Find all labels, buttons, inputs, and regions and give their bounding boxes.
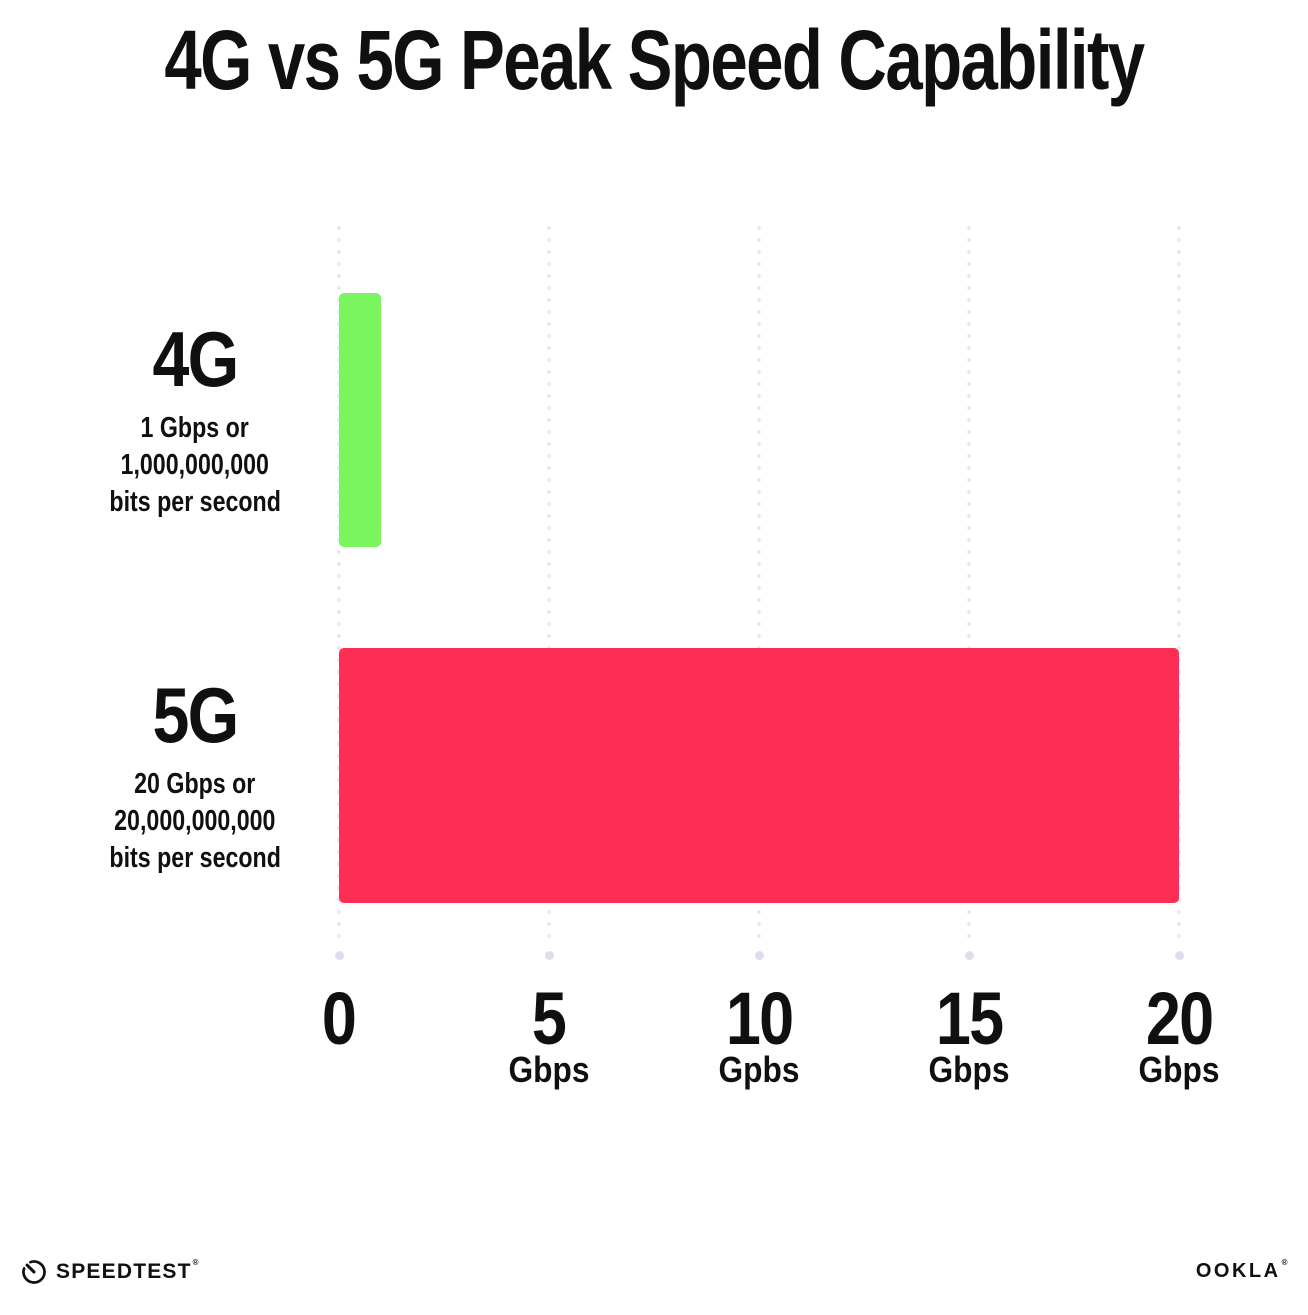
category-sublabel-4g: 1 Gbps or 1,000,000,000 bits per second (40, 410, 350, 521)
ookla-wordmark: OOKLA (1195, 1260, 1281, 1282)
x-tick-value: 15 (935, 977, 1004, 1060)
grid-line (337, 224, 341, 946)
axis-end-dot (754, 951, 764, 960)
grid-line (547, 224, 551, 946)
x-tick-unit-text: Gbps (1138, 1049, 1220, 1090)
sublabel-line: 1 Gbps or (140, 412, 250, 445)
row-label-4g: 4G 1 Gbps or 1,000,000,000 bits per second (40, 314, 350, 521)
x-tick-unit-text: Gpbs (718, 1049, 800, 1090)
axis-end-dot (334, 951, 344, 960)
sublabel-line: 20 Gbps or (134, 767, 256, 800)
page-title: 4G vs 5G Peak Speed Capability (164, 13, 1145, 107)
bar-4g (339, 293, 381, 547)
sublabel-line: bits per second (109, 486, 281, 519)
x-tick-unit: Gpbs (629, 1052, 889, 1088)
x-tick-unit-text: Gbps (508, 1049, 590, 1090)
x-tick-value: 5 (532, 977, 567, 1060)
speedtest-logo: SPEEDTEST® (20, 1256, 200, 1288)
grid-line (1177, 224, 1181, 946)
x-tick-unit-text: Gbps (928, 1049, 1010, 1090)
x-tick-unit: Gbps (1049, 1052, 1308, 1088)
x-tick-label: 5 (419, 982, 679, 1056)
speedtest-wordmark: SPEEDTEST® (56, 1258, 200, 1283)
grid-line (967, 224, 971, 946)
x-tick-label: 20 (1049, 982, 1308, 1056)
axis-end-dot (964, 951, 974, 960)
x-tick-value: 10 (725, 977, 794, 1060)
row-label-5g: 5G 20 Gbps or 20,000,000,000 bits per secon… (40, 674, 350, 876)
x-tick-value: 0 (322, 977, 357, 1060)
axis-end-dot (1174, 951, 1184, 960)
sublabel-line: 20,000,000,000 (114, 804, 276, 837)
registered-mark: ® (192, 1258, 200, 1267)
x-tick-unit: Gbps (419, 1052, 679, 1088)
x-tick-unit: Gbps (839, 1052, 1099, 1088)
x-tick-value: 20 (1145, 977, 1214, 1060)
bar-5g (339, 648, 1179, 903)
sublabel-line: bits per second (109, 841, 281, 874)
category-label-4g: 4G (152, 314, 239, 403)
x-tick-label: 10 (629, 982, 889, 1056)
x-tick-label: 15 (839, 982, 1099, 1056)
category-label-5g: 5G (152, 670, 239, 759)
x-tick-label: 0 (209, 982, 469, 1056)
sublabel-line: 1,000,000,000 (120, 449, 270, 482)
speedtest-gauge-icon (20, 1258, 48, 1286)
category-sublabel-5g: 20 Gbps or 20,000,000,000 bits per second (40, 766, 350, 877)
axis-end-dot (544, 951, 554, 960)
registered-mark: ® (1281, 1258, 1290, 1267)
ookla-logo: OOKLA® (1195, 1258, 1290, 1283)
grid-line (757, 224, 761, 946)
